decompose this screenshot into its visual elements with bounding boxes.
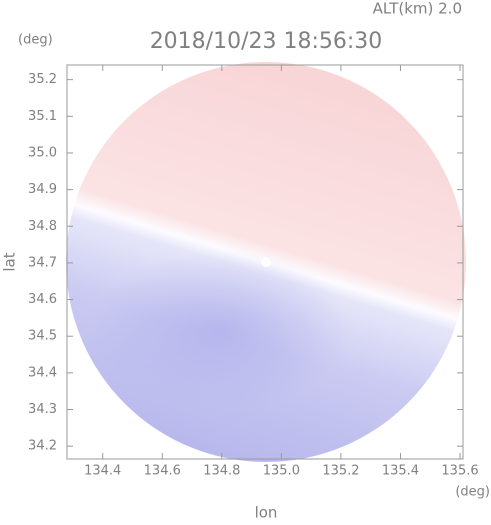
x-unit: (deg) xyxy=(455,485,490,500)
x-tick-label: 135.4 xyxy=(382,464,419,479)
radar-site xyxy=(261,257,271,267)
y-tick-label: 34.6 xyxy=(28,292,57,307)
y-tick-label: 34.3 xyxy=(28,402,57,417)
y-tick-label: 34.7 xyxy=(28,255,57,270)
y-tick-label: 35.1 xyxy=(28,109,57,124)
altitude: ALT(km) 2.0 xyxy=(373,0,462,18)
chart-title: 2018/10/23 18:56:30 xyxy=(150,29,383,54)
y-tick-label: 34.2 xyxy=(28,439,57,454)
x-tick-label: 135.6 xyxy=(441,464,478,479)
y-tick-label: 34.9 xyxy=(28,182,57,197)
x-tick-label: 134.4 xyxy=(84,464,121,479)
y-tick-label: 35.0 xyxy=(28,145,57,160)
radar-field xyxy=(66,62,466,462)
y-tick-label: 34.4 xyxy=(28,365,57,380)
y-tick-label: 34.5 xyxy=(28,329,57,344)
plot-frame xyxy=(66,64,464,460)
y-tick-label: 35.2 xyxy=(28,72,57,87)
x-tick-label: 134.6 xyxy=(144,464,181,479)
y-tick-label: 34.8 xyxy=(28,219,57,234)
x-tick-label: 134.8 xyxy=(203,464,240,479)
x-tick-label: 135.0 xyxy=(263,464,300,479)
shading xyxy=(90,250,350,410)
y-axis-label: lat xyxy=(1,252,19,271)
x-axis-label: lon xyxy=(255,504,278,522)
y-unit: (deg) xyxy=(18,33,53,48)
x-tick-label: 135.2 xyxy=(322,464,359,479)
